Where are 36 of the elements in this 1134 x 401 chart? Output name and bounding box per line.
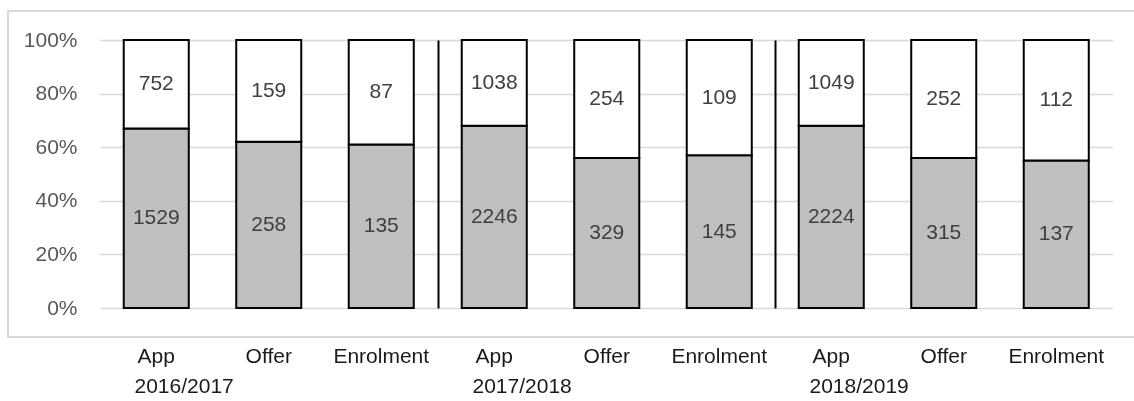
annotation: 254	[588, 85, 625, 109]
x-axis-title: 2017/2018	[472, 373, 572, 397]
annotation: 112	[1039, 87, 1073, 111]
x-tick-label: App	[812, 343, 850, 367]
y-tick-label: 60%	[35, 134, 78, 158]
annotation: 109	[701, 84, 737, 108]
x-axis-title: 2016/2017	[134, 373, 234, 397]
annotation: 329	[588, 219, 624, 243]
y-tick-label: 20%	[35, 241, 78, 265]
annotation: 145	[701, 218, 737, 242]
annotation: 1529	[132, 205, 180, 229]
x-tick-label: Offer	[583, 343, 630, 367]
y-tick-label: 100%	[23, 27, 78, 51]
annotation: 1038	[470, 69, 518, 93]
annotation: 258	[251, 211, 287, 235]
y-tick-label: 0%	[47, 295, 78, 319]
x-tick-label: Offer	[920, 343, 967, 367]
x-tick-label: App	[137, 343, 175, 367]
annotation: 252	[926, 85, 962, 109]
annotation: 2224	[807, 203, 855, 227]
x-tick-label: Enrolment	[670, 343, 767, 367]
x-axis-title: 2018/2019	[809, 373, 909, 397]
y-tick-label: 40%	[35, 188, 78, 212]
annotation: 159	[251, 77, 287, 101]
annotation: 137	[1038, 221, 1074, 245]
x-tick-label: Offer	[245, 343, 292, 367]
x-tick-label: Enrolment	[333, 343, 430, 367]
annotation: 87	[369, 79, 393, 103]
annotation: 1049	[807, 69, 855, 93]
x-tick-label: Enrolment	[1008, 343, 1105, 367]
annotation: 2246	[470, 203, 518, 227]
annotation: 315	[926, 219, 962, 243]
x-tick-label: App	[475, 343, 513, 367]
annotation: 752	[138, 71, 174, 95]
y-tick-label: 80%	[35, 81, 78, 105]
annotation: 135	[363, 213, 399, 237]
